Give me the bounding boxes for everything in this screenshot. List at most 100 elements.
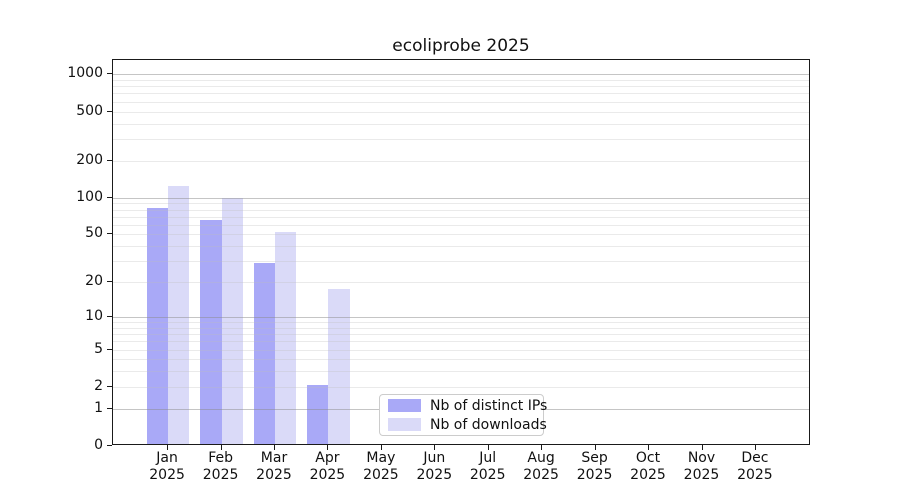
gridline-major bbox=[113, 197, 809, 199]
y-tick-mark bbox=[107, 110, 112, 112]
x-tick-mark bbox=[701, 445, 703, 450]
y-tick-label: 1 bbox=[94, 399, 103, 416]
x-tick-label: Apr 2025 bbox=[297, 450, 357, 484]
x-tick-year: 2025 bbox=[630, 467, 666, 483]
gridline-minor bbox=[113, 93, 809, 95]
x-tick-label: Sep 2025 bbox=[565, 450, 625, 484]
x-tick-month: Feb bbox=[208, 450, 233, 466]
x-tick-year: 2025 bbox=[256, 467, 292, 483]
y-tick-label: 2 bbox=[94, 377, 103, 394]
legend-swatch-distinct-ips bbox=[388, 399, 421, 412]
x-tick-month: Dec bbox=[741, 450, 769, 466]
gridline-minor bbox=[113, 203, 809, 205]
y-tick-label: 20 bbox=[85, 273, 103, 290]
bar-apr-ips bbox=[307, 384, 329, 444]
x-tick-year: 2025 bbox=[523, 467, 559, 483]
gridline-minor bbox=[113, 79, 809, 81]
x-tick-year: 2025 bbox=[149, 467, 185, 483]
y-tick-label: 50 bbox=[85, 225, 103, 242]
bar-apr-downloads bbox=[328, 288, 350, 444]
y-tick-label: 100 bbox=[76, 188, 103, 205]
y-tick-label: 500 bbox=[76, 102, 103, 119]
y-tick-mark bbox=[107, 445, 112, 446]
y-tick-mark bbox=[107, 281, 112, 283]
bar-jan-ips bbox=[146, 208, 169, 444]
gridline-minor bbox=[113, 138, 809, 140]
x-tick-year: 2025 bbox=[737, 467, 773, 483]
y-tick-label: 0 bbox=[94, 437, 103, 453]
legend-entry-distinct-ips: Nb of distinct IPs bbox=[388, 398, 547, 414]
x-tick-year: 2025 bbox=[416, 467, 453, 483]
y-tick-mark bbox=[107, 316, 112, 317]
bar-feb-ips bbox=[200, 220, 222, 444]
x-tick-year: 2025 bbox=[576, 467, 613, 483]
x-tick-year: 2025 bbox=[309, 467, 346, 483]
x-tick-mark bbox=[754, 445, 756, 450]
y-tick-mark bbox=[107, 159, 112, 161]
y-tick-label: 10 bbox=[85, 308, 103, 324]
x-tick-label: Jul 2025 bbox=[458, 450, 518, 484]
x-tick-year: 2025 bbox=[683, 467, 720, 483]
y-tick-mark bbox=[107, 196, 112, 198]
gridline-major bbox=[113, 74, 809, 76]
x-tick-mark bbox=[434, 445, 436, 450]
x-tick-label: May 2025 bbox=[351, 450, 411, 484]
gridline-minor bbox=[113, 123, 809, 125]
y-tick-mark bbox=[107, 385, 112, 387]
x-tick-mark bbox=[274, 445, 275, 450]
x-tick-mark bbox=[327, 445, 329, 450]
gridline-minor bbox=[113, 101, 809, 103]
bar-mar-ips bbox=[253, 262, 275, 444]
x-tick-year: 2025 bbox=[363, 467, 399, 483]
x-tick-label: Oct 2025 bbox=[618, 450, 678, 484]
x-tick-label: Feb 2025 bbox=[191, 450, 251, 484]
x-tick-year: 2025 bbox=[202, 467, 239, 483]
y-tick-label: 1000 bbox=[67, 65, 103, 82]
x-tick-month: Apr bbox=[315, 450, 340, 466]
chart-title: ecoliprobe 2025 bbox=[392, 36, 530, 56]
gridline-minor bbox=[113, 209, 809, 211]
legend-label-distinct-ips: Nb of distinct IPs bbox=[430, 397, 548, 414]
x-tick-month: Sep bbox=[581, 450, 608, 466]
x-tick-mark bbox=[594, 445, 596, 450]
y-tick-mark bbox=[107, 73, 112, 75]
plot-area: Nb of distinct IPs Nb of downloads bbox=[112, 59, 810, 445]
x-tick-label: Jun 2025 bbox=[404, 450, 464, 484]
gridline-minor bbox=[113, 216, 809, 218]
x-tick-month: May bbox=[366, 450, 396, 466]
legend: Nb of distinct IPs Nb of downloads bbox=[379, 394, 547, 436]
x-tick-label: Aug 2025 bbox=[511, 450, 571, 484]
x-tick-label: Nov 2025 bbox=[672, 450, 732, 484]
x-tick-month: Aug bbox=[527, 450, 555, 466]
gridline-minor bbox=[113, 86, 809, 88]
x-tick-year: 2025 bbox=[469, 467, 506, 483]
x-tick-label: Mar 2025 bbox=[244, 450, 304, 484]
x-tick-month: Jan bbox=[156, 450, 178, 466]
x-tick-mark bbox=[648, 445, 649, 450]
y-tick-mark bbox=[107, 407, 112, 409]
legend-entry-downloads: Nb of downloads bbox=[388, 417, 547, 433]
y-tick-mark bbox=[107, 348, 112, 350]
gridline-minor bbox=[113, 160, 809, 162]
x-tick-month: Nov bbox=[687, 450, 716, 466]
y-tick-label: 200 bbox=[76, 151, 103, 168]
legend-label-downloads: Nb of downloads bbox=[430, 416, 547, 433]
x-tick-label: Jan 2025 bbox=[137, 450, 197, 484]
bar-jan-downloads bbox=[168, 186, 190, 444]
x-tick-month: Jun bbox=[423, 450, 446, 466]
gridline-minor bbox=[113, 111, 809, 113]
x-tick-mark bbox=[167, 445, 169, 450]
y-tick-mark bbox=[107, 233, 112, 235]
x-tick-mark bbox=[541, 445, 543, 450]
x-tick-mark bbox=[380, 445, 382, 450]
bar-feb-downloads bbox=[221, 197, 243, 444]
x-tick-label: Dec 2025 bbox=[725, 450, 785, 484]
bar-mar-downloads bbox=[275, 232, 297, 444]
x-tick-month: Oct bbox=[635, 450, 661, 466]
y-tick-label: 5 bbox=[94, 340, 103, 357]
x-tick-month: Mar bbox=[260, 450, 288, 466]
x-tick-mark bbox=[220, 445, 222, 450]
legend-swatch-downloads bbox=[388, 418, 421, 431]
x-tick-mark bbox=[487, 445, 489, 450]
